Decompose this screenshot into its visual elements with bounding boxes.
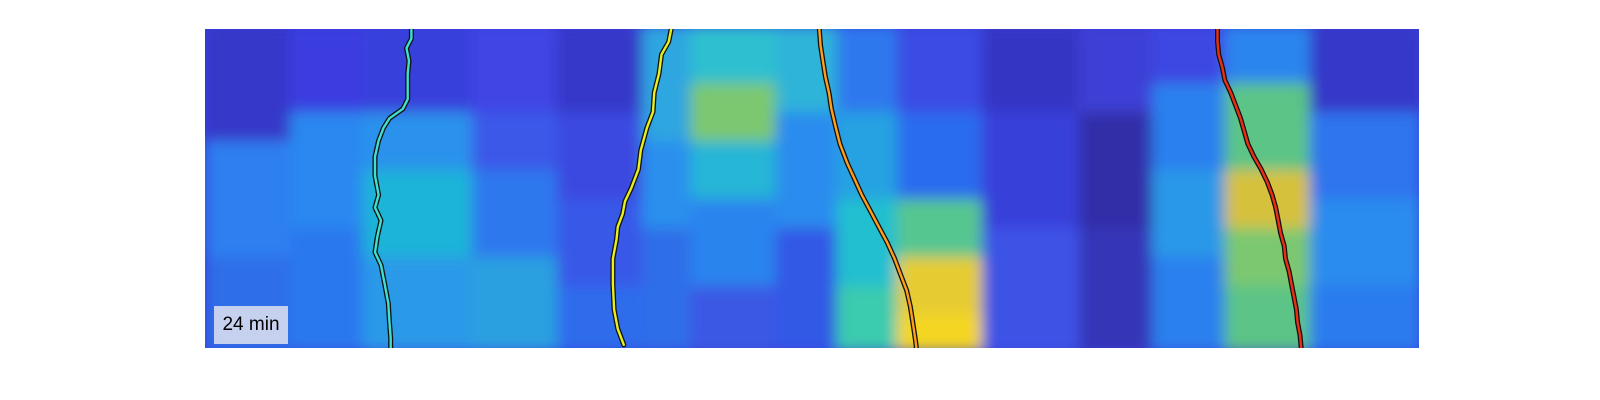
heatmap-cell <box>362 315 475 348</box>
heatmap-cell <box>289 315 365 348</box>
heatmap-cell <box>836 315 899 348</box>
heatmap-cell <box>775 315 839 348</box>
trajectory-tracks <box>372 29 1304 348</box>
heatmap-cell <box>557 315 645 348</box>
track-2 <box>611 29 673 346</box>
heatmap-cell <box>981 315 1082 348</box>
heatmap-cell <box>1079 315 1154 348</box>
heatmap-cell <box>690 315 778 348</box>
heatmap-cell <box>1151 315 1227 348</box>
heatmap-cell <box>472 315 560 348</box>
track-1 <box>373 29 413 348</box>
heatmap-cell <box>642 315 693 348</box>
time-label: 24 min <box>214 306 288 344</box>
heatmap-cell <box>1309 315 1419 348</box>
track-4 <box>1216 29 1303 348</box>
track-3 <box>818 29 918 348</box>
intensity-heatmap <box>205 29 1419 348</box>
